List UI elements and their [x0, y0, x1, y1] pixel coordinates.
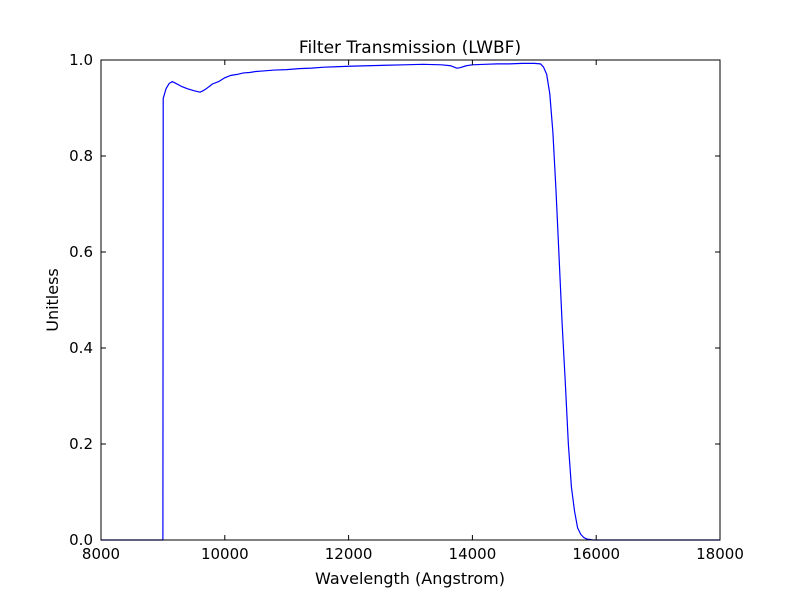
- chart-title: Filter Transmission (LWBF): [299, 38, 521, 58]
- series-line-0: [101, 62, 720, 541]
- y-axis-label: Unitless: [43, 268, 62, 332]
- y-tick-label: 0.8: [69, 147, 93, 165]
- y-tick-label: 1.0: [69, 51, 93, 69]
- x-tick-label: 16000: [572, 545, 620, 563]
- x-tick-label: 14000: [449, 545, 497, 563]
- x-tick-label: 12000: [325, 545, 373, 563]
- x-tick-label: 10000: [201, 545, 249, 563]
- y-tick-label: 0.6: [69, 243, 93, 261]
- y-tick-label: 0.2: [69, 435, 93, 453]
- axes-frame: [100, 59, 721, 541]
- y-tick-label: 0.4: [69, 339, 93, 357]
- y-tick-label: 0.0: [69, 531, 93, 549]
- x-tick-label: 18000: [696, 545, 744, 563]
- plot-area: 8000 10000 12000 14000 16000 18000 0.0 0.2 0.4 0.…: [69, 51, 744, 563]
- x-tick-label: 8000: [82, 545, 120, 563]
- x-axis-label: Wavelength (Angstrom): [315, 569, 505, 588]
